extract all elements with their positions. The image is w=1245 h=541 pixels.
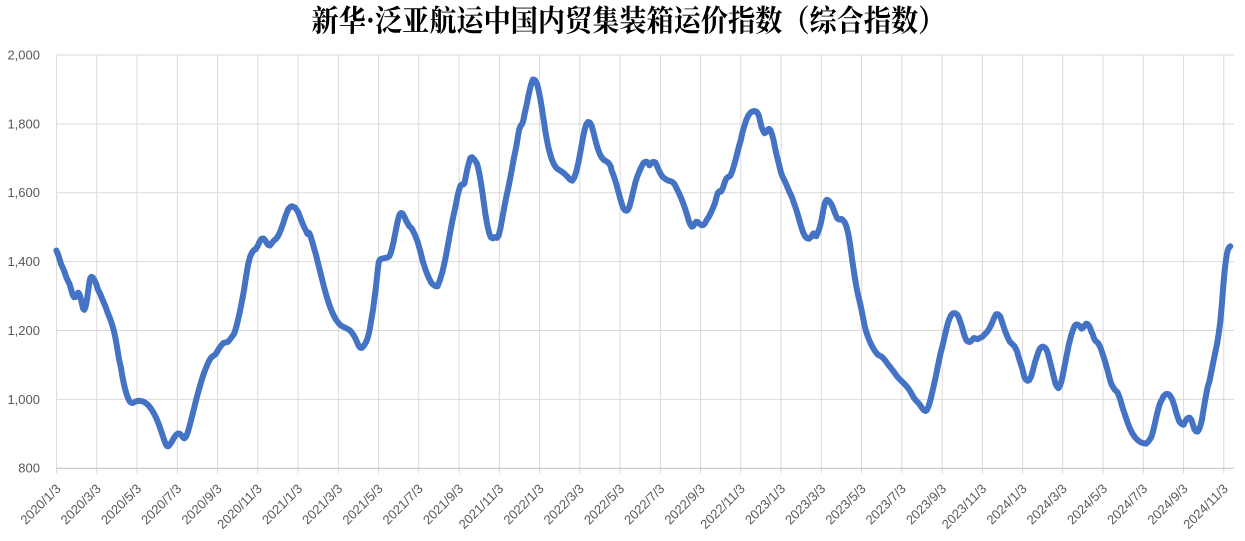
- svg-text:2,000: 2,000: [7, 48, 40, 63]
- svg-text:1,200: 1,200: [7, 323, 40, 338]
- svg-text:1,400: 1,400: [7, 254, 40, 269]
- svg-text:800: 800: [18, 461, 40, 476]
- svg-text:1,800: 1,800: [7, 116, 40, 131]
- svg-text:1,000: 1,000: [7, 392, 40, 407]
- svg-text:1,600: 1,600: [7, 185, 40, 200]
